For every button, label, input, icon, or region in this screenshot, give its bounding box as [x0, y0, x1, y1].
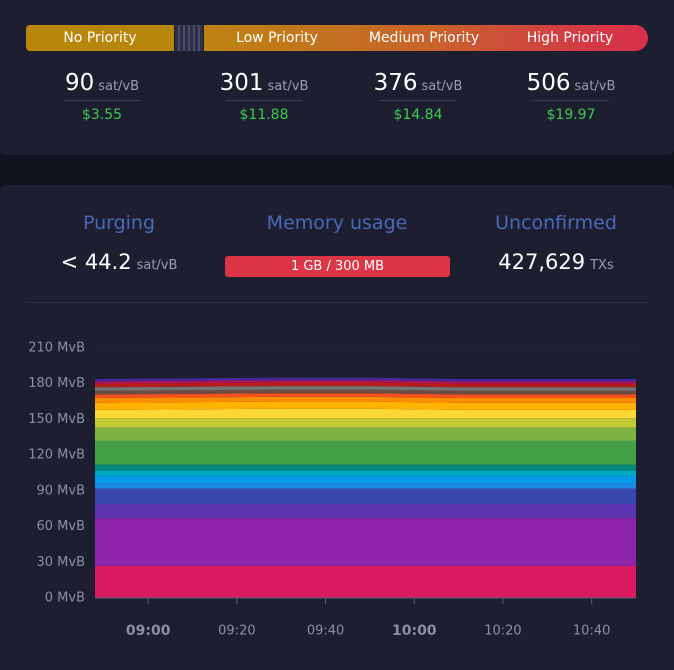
fee-fiat: $14.84 [393, 107, 443, 123]
fee-column: 90 sat/vB $3.55 [42, 70, 162, 123]
fee-gap [175, 25, 203, 51]
stat-value: < 44.2 [60, 250, 132, 274]
fee-fiat: $3.55 [81, 107, 123, 123]
stat-label: Purging [82, 212, 156, 234]
x-tick-label: 10:00 [392, 623, 437, 639]
area-layer [95, 427, 636, 441]
rule [380, 100, 456, 101]
area-layer [95, 518, 636, 566]
area-layer [95, 440, 636, 465]
fee-column: 376 sat/vB $14.84 [358, 70, 478, 123]
y-tick-label: 60 MvB [36, 519, 85, 534]
x-tick-label: 10:40 [573, 624, 610, 639]
fee-rate: 506 [526, 70, 571, 96]
stat-label: Unconfirmed [495, 212, 617, 234]
fee-segment: No Priority [26, 25, 174, 51]
area-layer [95, 475, 636, 484]
area-layer [95, 389, 636, 395]
fee-unit: sat/vB [574, 79, 616, 94]
fee-segment: Low Priority [236, 30, 318, 46]
fee-segment: High Priority [526, 30, 614, 46]
area-layer [95, 488, 636, 504]
stat: Purging < 44.2 sat/vB [9, 212, 229, 274]
fee-gradient [204, 25, 648, 51]
rule [226, 100, 302, 101]
area-layer [95, 503, 636, 519]
fee-unit: sat/vB [98, 79, 140, 94]
fee-column: 301 sat/vB $11.88 [204, 70, 324, 123]
area-layer [95, 408, 636, 419]
fee-unit: sat/vB [267, 79, 309, 94]
y-tick-label: 180 MvB [28, 376, 85, 391]
y-tick-label: 30 MvB [36, 555, 85, 570]
fee-rate: 90 [64, 70, 95, 96]
rule [64, 100, 140, 101]
area-layer [95, 380, 636, 384]
fee-column: 506 sat/vB $19.97 [511, 70, 631, 123]
fee-rate: 376 [373, 70, 418, 96]
y-tick-label: 210 MvB [28, 341, 85, 356]
y-tick-label: 120 MvB [28, 448, 85, 463]
stat-label: Memory usage [266, 212, 408, 234]
y-tick-label: 0 MvB [45, 591, 85, 606]
area-layer [95, 565, 636, 598]
x-tick-label: 09:00 [126, 623, 171, 639]
stat: Memory usage [227, 212, 447, 234]
x-tick-label: 09:20 [218, 624, 255, 639]
area-layer [95, 401, 636, 410]
memory-bar: 1 GB / 300 MB [225, 256, 450, 277]
y-tick-label: 150 MvB [28, 412, 85, 427]
x-tick-label: 10:20 [484, 624, 521, 639]
fee-segment: Medium Priority [368, 30, 480, 46]
stat-value: 427,629 [498, 250, 586, 274]
stat-unit: TXs [590, 258, 614, 273]
area-layer [95, 483, 636, 489]
fee-fiat: $11.88 [239, 107, 289, 123]
area-layer [95, 393, 636, 398]
y-tick-label: 90 MvB [36, 483, 85, 498]
area-layer [95, 470, 636, 476]
stat-unit: sat/vB [136, 258, 178, 273]
fee-unit: sat/vB [421, 79, 463, 94]
rule [533, 100, 609, 101]
fee-fiat: $19.97 [546, 107, 596, 123]
area-layer [95, 396, 636, 403]
fee-rate: 301 [219, 70, 264, 96]
area-layer [95, 377, 636, 382]
stat: Unconfirmed 427,629 TXs [446, 212, 666, 274]
divider [26, 302, 648, 303]
x-tick-label: 09:40 [307, 624, 344, 639]
area-layer [95, 418, 636, 428]
area-layer [95, 464, 636, 471]
